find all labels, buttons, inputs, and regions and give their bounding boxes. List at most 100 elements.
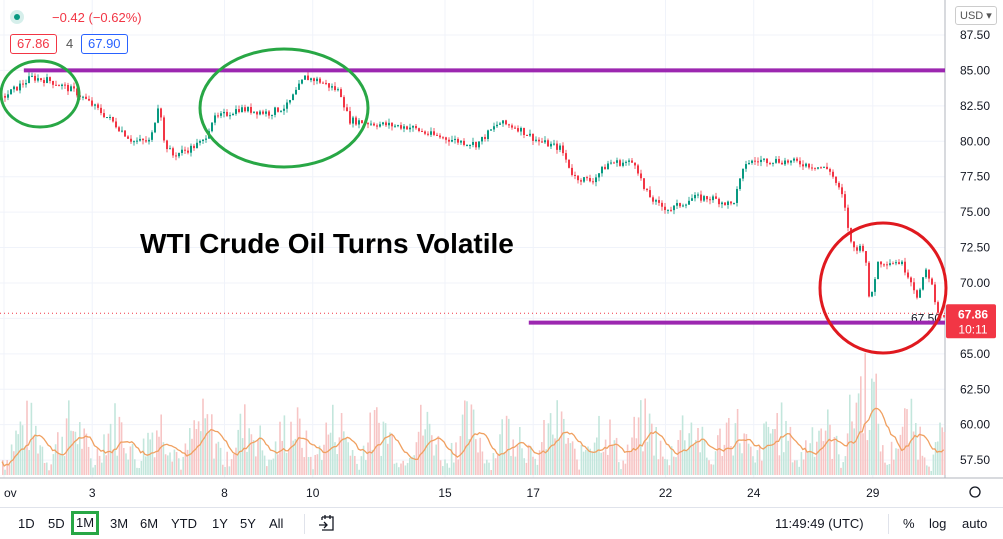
ask-price[interactable]: 67.90 — [81, 34, 128, 54]
settings-icon[interactable] — [969, 486, 981, 498]
volume-bar — [692, 445, 695, 475]
range-all[interactable]: All — [269, 516, 284, 531]
volume-bar — [844, 456, 847, 475]
volume-bar — [103, 434, 105, 475]
range-3m[interactable]: 3M — [110, 516, 129, 531]
range-5d[interactable]: 5D — [48, 516, 65, 531]
clock-time[interactable]: 11:49:49 (UTC) — [775, 516, 864, 531]
candle — [76, 88, 78, 96]
volume-bar — [840, 467, 842, 475]
candle — [283, 108, 285, 111]
volume-bar — [182, 456, 184, 475]
volume-bar — [494, 458, 497, 475]
range-5y[interactable]: 5Y — [240, 516, 256, 531]
candle — [250, 107, 252, 113]
volume-bar — [32, 435, 35, 475]
volume-bar — [228, 466, 231, 475]
candle — [37, 78, 39, 81]
volume-bar — [164, 454, 167, 475]
volume-bar — [897, 448, 899, 475]
volume-bar — [274, 441, 277, 475]
log-toggle[interactable]: log — [929, 516, 947, 531]
candle — [631, 160, 633, 163]
candle — [94, 104, 96, 106]
candle — [784, 160, 786, 165]
candle — [310, 78, 312, 81]
candle — [559, 145, 561, 150]
candle — [214, 115, 216, 123]
volume-bar — [153, 457, 156, 475]
volume-bar — [389, 432, 391, 475]
candle — [874, 279, 876, 292]
volume-bar — [428, 423, 431, 475]
volume-bar — [180, 469, 182, 475]
volume-bar — [340, 413, 343, 475]
volume-bar — [237, 429, 239, 475]
range-6m[interactable]: 6M — [140, 516, 159, 531]
volume-bar — [890, 441, 893, 475]
candle — [46, 77, 48, 83]
candle — [601, 166, 603, 174]
volume-bar — [893, 459, 895, 475]
range-1d[interactable]: 1D — [18, 516, 35, 531]
candle — [610, 162, 612, 164]
volume-bar — [248, 428, 250, 475]
market-status-icon — [10, 10, 24, 24]
candle — [355, 117, 357, 125]
candle — [871, 291, 873, 297]
candle — [511, 125, 513, 128]
candle — [730, 201, 732, 204]
candle — [721, 202, 723, 205]
volume-bar — [321, 459, 323, 475]
volume-bar — [703, 439, 706, 475]
candle — [859, 245, 861, 251]
candle — [616, 160, 618, 163]
volume-bar — [607, 454, 609, 475]
candle — [499, 123, 501, 125]
price-chart[interactable]: 87.50 85.00 82.50 80.00 77.50 75.00 72.50 70.00… — [0, 0, 1003, 507]
volume-bar — [37, 453, 39, 475]
candle — [535, 139, 537, 141]
range-ytd[interactable]: YTD — [171, 516, 197, 531]
candle — [814, 167, 816, 169]
volume-bar — [743, 433, 745, 475]
bottom-toolbar: 1D 5D 1M 3M 6M YTD 1Y 5Y All 11:49:49 (U… — [0, 507, 1003, 539]
volume-bar — [169, 452, 171, 475]
volume-bar — [666, 459, 668, 475]
candle — [853, 241, 855, 248]
candle — [781, 162, 783, 165]
candle — [22, 83, 24, 85]
candle — [124, 130, 126, 137]
candle — [751, 160, 753, 163]
volume-bar — [468, 439, 470, 475]
candle — [841, 187, 843, 195]
range-1m[interactable]: 1M — [70, 511, 100, 535]
volume-bar — [576, 459, 578, 475]
volume-bar — [362, 445, 365, 475]
currency-selector[interactable]: USD ▾ — [955, 6, 997, 25]
volume-bar — [822, 441, 825, 475]
volume-bar — [633, 416, 635, 475]
range-1y[interactable]: 1Y — [212, 516, 228, 531]
volume-bar — [675, 457, 677, 475]
volume-bar — [651, 423, 653, 475]
volume-bar — [369, 412, 371, 475]
auto-toggle[interactable]: auto — [962, 516, 988, 531]
volume-bar — [191, 438, 193, 475]
candle — [790, 160, 792, 163]
volume-bar — [620, 469, 622, 475]
candle — [574, 174, 576, 176]
candle — [766, 158, 768, 164]
percent-toggle[interactable]: % — [903, 516, 915, 531]
candle — [361, 120, 363, 124]
volume-bar — [61, 436, 63, 475]
volume-bar — [250, 434, 253, 475]
volume-bar — [479, 437, 481, 475]
candle — [556, 143, 558, 150]
candle — [85, 96, 87, 99]
candle — [241, 107, 243, 113]
go-to-date-icon[interactable] — [318, 514, 336, 535]
volume-bar — [752, 456, 754, 475]
bid-price[interactable]: 67.86 — [10, 34, 57, 54]
candle — [259, 111, 261, 115]
